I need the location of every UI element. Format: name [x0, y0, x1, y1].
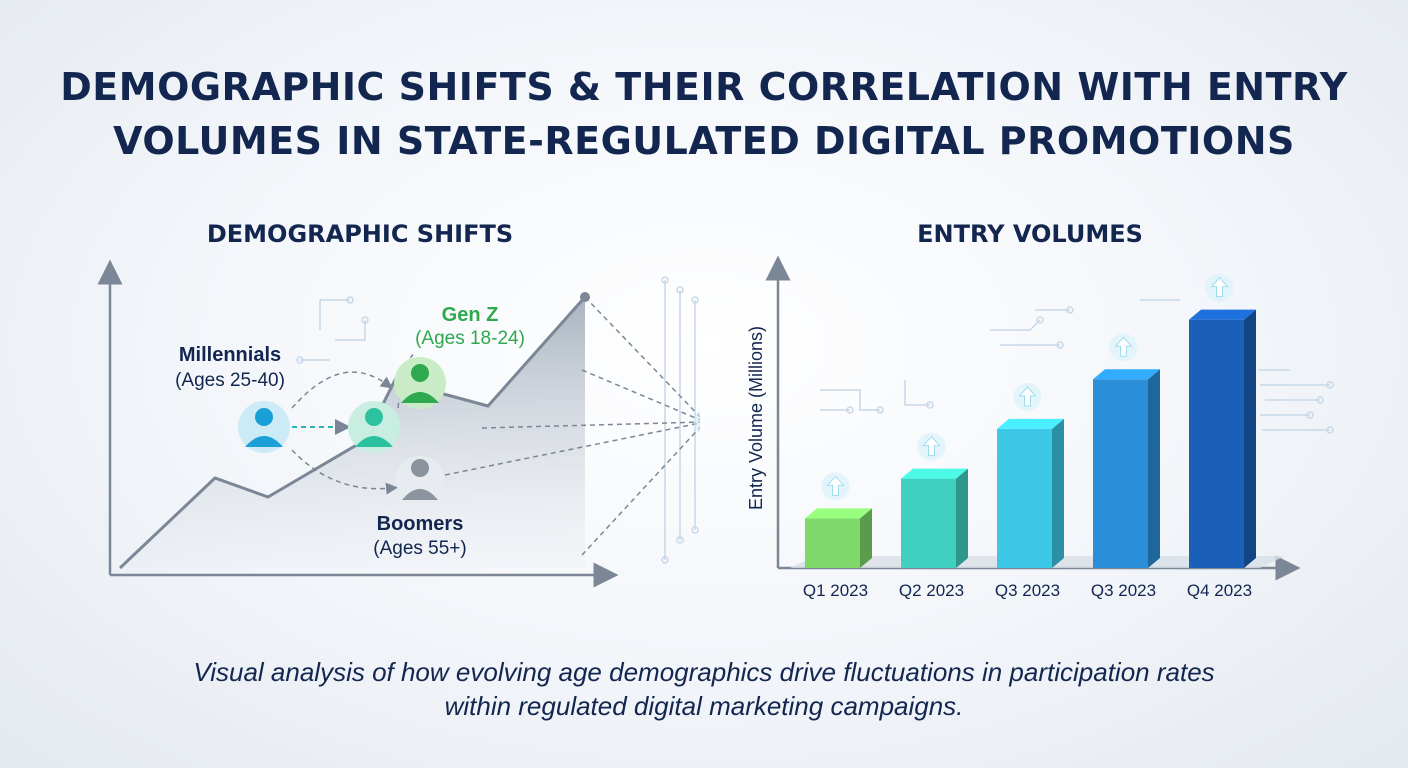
- person-icon-transition: [348, 401, 400, 453]
- entry-volumes-chart: Entry Volume (Millions) Q1 2023 Q2 2023 Q3…: [746, 255, 1334, 600]
- millennials-label: Millennials: [178, 344, 282, 366]
- bar-5: [1189, 309, 1256, 568]
- person-icon-millennials: [238, 401, 290, 453]
- bar-1: [805, 508, 872, 568]
- x-tick-label: Q4 2023: [1187, 581, 1252, 600]
- up-arrow-icon: [821, 472, 850, 501]
- caption-line-2: within regulated digital marketing campa…: [444, 691, 964, 721]
- caption: Visual analysis of how evolving age demo…: [0, 655, 1408, 723]
- person-icon-boomers: [396, 456, 444, 504]
- millennials-ages: (Ages 25-40): [175, 370, 285, 391]
- caption-line-1: Visual analysis of how evolving age demo…: [193, 657, 1215, 687]
- main-title: DEMOGRAPHIC SHIFTS & THEIR CORRELATION W…: [0, 60, 1408, 168]
- x-tick-label: Q1 2023: [803, 581, 868, 600]
- x-tick-label: Q3 2023: [995, 581, 1060, 600]
- bars-group: Q1 2023 Q2 2023 Q3 2023 Q3 2023 Q4 2023: [803, 273, 1256, 600]
- x-tick-label: Q2 2023: [899, 581, 964, 600]
- circuit-decoration-right: [820, 299, 1334, 434]
- main-title-line-1: DEMOGRAPHIC SHIFTS & THEIR CORRELATION W…: [60, 65, 1348, 109]
- x-tick-label: Q3 2023: [1091, 581, 1156, 600]
- boomers-ages: (Ages 55+): [373, 538, 467, 559]
- bar-3: [997, 418, 1064, 568]
- trend-area: [120, 297, 585, 568]
- demographic-shifts-diagram: [97, 259, 700, 588]
- up-arrow-icon: [1109, 333, 1138, 362]
- up-arrow-icon: [917, 432, 946, 461]
- person-icon-genz: [394, 357, 446, 409]
- glow-node-outer: [694, 410, 700, 434]
- demographic-shifts-title: DEMOGRAPHIC SHIFTS: [206, 220, 514, 248]
- up-arrow-icon: [1205, 273, 1234, 302]
- genz-ages: (Ages 18-24): [415, 328, 525, 349]
- bar-4: [1093, 369, 1160, 568]
- boomers-label: Boomers: [376, 513, 464, 535]
- up-arrow-icon: [1013, 382, 1042, 411]
- entry-volumes-title: ENTRY VOLUMES: [917, 220, 1143, 248]
- y-axis-label: Entry Volume (Millions): [746, 326, 766, 510]
- circuit-decoration-left: [296, 276, 699, 564]
- connector-lines: [291, 296, 700, 556]
- genz-label: Gen Z: [441, 304, 499, 326]
- main-title-line-2: VOLUMES IN STATE-REGULATED DIGITAL PROMO…: [113, 119, 1295, 163]
- bar-2: [901, 468, 968, 568]
